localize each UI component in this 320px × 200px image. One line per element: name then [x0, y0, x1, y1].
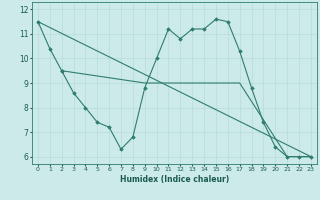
X-axis label: Humidex (Indice chaleur): Humidex (Indice chaleur) [120, 175, 229, 184]
